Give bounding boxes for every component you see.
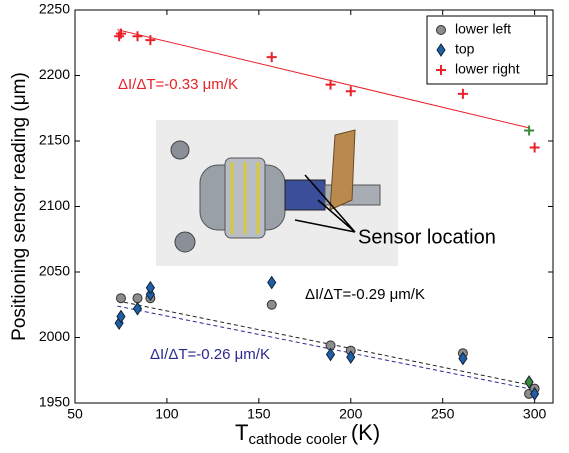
x-axis-label-unit: (K) [351,420,380,445]
y-axis-label: Positioning sensor reading (μm) [9,72,30,341]
chart: 5010015020025030019502000205021002150220… [0,0,569,453]
annotation: ΔI/ΔT=-0.29 μm/K [305,286,425,303]
point [133,31,143,41]
point [116,294,125,303]
x-tick-label: 250 [431,406,455,422]
y-tick-label: 2000 [39,328,70,344]
point [268,276,276,288]
y-tick-label: 1950 [39,394,70,410]
annotation: ΔI/ΔT=-0.26 μm/K [150,346,270,363]
point [530,143,540,153]
x-axis-label-sub: cathode cooler [248,431,346,448]
point [267,300,276,309]
point [267,52,277,62]
x-tick-label: 150 [247,406,271,422]
y-tick-label: 2050 [39,263,70,279]
x-tick-label: 100 [155,406,179,422]
y-tick-label: 2150 [39,132,70,148]
legend-label: lower left [455,21,511,37]
point [458,89,468,99]
annotation: ΔI/ΔT=-0.33 μm/K [118,76,238,93]
legend-marker [437,26,446,35]
point [327,349,335,361]
legend-label: lower right [455,61,520,77]
y-tick-label: 2200 [39,66,70,82]
point [133,294,142,303]
x-axis-label: Tcathode cooler (K) [235,420,380,448]
legend: lower left top lower right [427,16,547,84]
y-tick-label: 2250 [39,1,70,17]
x-axis-label-main: T [235,420,248,445]
legend-label: top [455,41,475,57]
y-tick-label: 2100 [39,197,70,213]
annotation: Sensor location [358,226,496,248]
x-tick-label: 300 [523,406,547,422]
point [346,86,356,96]
